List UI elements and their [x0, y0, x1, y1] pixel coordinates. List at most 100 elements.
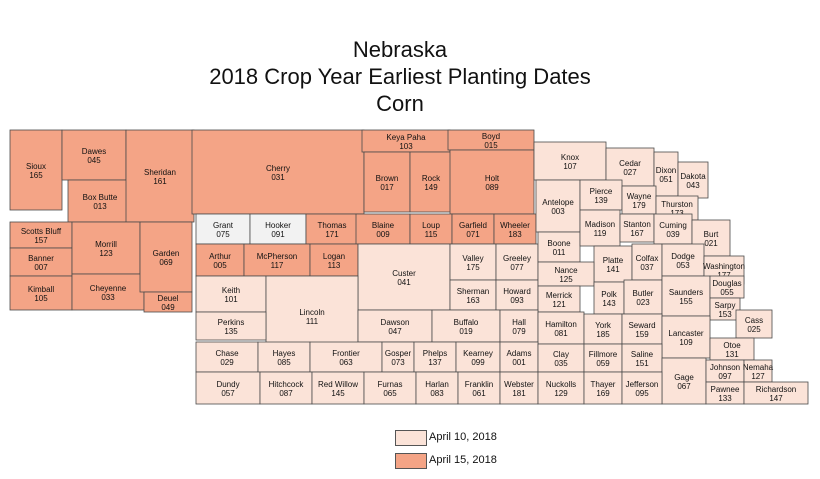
- legend-swatch-april-10: [395, 430, 427, 446]
- county-shape-colfax: [631, 243, 663, 281]
- county-name: Brown: [376, 174, 399, 183]
- county-code: 041: [397, 278, 411, 287]
- county-name: Scotts Bluff: [21, 227, 62, 236]
- county-name: Boyd: [482, 132, 500, 141]
- county-name: Cherry: [266, 164, 290, 173]
- county-name: Chase: [215, 349, 239, 358]
- county-code: 033: [101, 293, 115, 302]
- county-code: 135: [224, 327, 238, 336]
- county-name: Sarpy: [715, 301, 736, 310]
- county-code: 167: [630, 229, 644, 238]
- county-shape-red-willow: [311, 371, 365, 405]
- county-name: Antelope: [542, 198, 574, 207]
- county-name: Box Butte: [83, 193, 118, 202]
- county-code: 017: [380, 183, 394, 192]
- county-code: 183: [508, 230, 522, 239]
- county-shape-clay: [537, 343, 585, 373]
- county-name: Platte: [603, 256, 624, 265]
- county-name: Buffalo: [454, 318, 479, 327]
- county-code: 173: [670, 209, 684, 218]
- county-name: Cheyenne: [90, 284, 127, 293]
- county-code: 009: [376, 230, 390, 239]
- county-code: 141: [606, 265, 620, 274]
- county-name: Seward: [628, 321, 655, 330]
- county-shape-lancaster: [661, 315, 711, 359]
- county-name: Grant: [213, 221, 234, 230]
- county-shape-perkins: [195, 311, 267, 341]
- county-name: Phelps: [423, 349, 447, 358]
- county-name: Thomas: [318, 221, 347, 230]
- county-code: 133: [718, 394, 732, 403]
- county-code: 119: [594, 229, 607, 238]
- county-code: 131: [725, 350, 739, 359]
- county-name: Dixon: [656, 166, 676, 175]
- county-shape-chase: [195, 341, 259, 373]
- county-name: York: [595, 321, 612, 330]
- county-code: 159: [635, 330, 649, 339]
- county-name: Wayne: [627, 192, 652, 201]
- county-name: Adams: [507, 349, 532, 358]
- county-code: 063: [339, 358, 353, 367]
- county-code: 097: [718, 372, 732, 381]
- title-crop: Corn: [376, 91, 424, 116]
- county-shape-cass: [735, 309, 773, 339]
- county-name: Cass: [745, 316, 763, 325]
- county-name: Colfax: [636, 254, 659, 263]
- county-code: 019: [459, 327, 473, 336]
- county-code: 007: [34, 263, 48, 272]
- county-code: 011: [553, 248, 566, 257]
- county-code: 137: [428, 358, 442, 367]
- county-name: Thurston: [661, 200, 693, 209]
- county-code: 051: [659, 175, 673, 184]
- county-code: 077: [510, 263, 524, 272]
- county-code: 049: [161, 303, 175, 312]
- county-name: Banner: [28, 254, 54, 263]
- county-name: Cedar: [619, 159, 641, 168]
- county-shape-kearney: [455, 341, 501, 373]
- county-code: 103: [399, 142, 413, 151]
- county-name: Loup: [422, 221, 440, 230]
- county-name: Valley: [462, 254, 483, 263]
- title-subject: 2018 Crop Year Earliest Planting Dates: [209, 64, 591, 89]
- county-name: Nance: [554, 266, 578, 275]
- legend-label-april-10: April 10, 2018: [429, 431, 497, 443]
- county-code: 039: [666, 230, 680, 239]
- county-name: Lincoln: [299, 308, 324, 317]
- county-shape-york: [583, 313, 623, 345]
- county-code: 031: [271, 173, 285, 182]
- county-code: 091: [271, 230, 285, 239]
- county-name: Saline: [631, 350, 654, 359]
- county-code: 169: [596, 389, 610, 398]
- county-code: 157: [34, 236, 48, 245]
- county-code: 071: [466, 230, 480, 239]
- county-code: 093: [510, 296, 524, 305]
- county-code: 013: [93, 202, 107, 211]
- county-name: Gage: [674, 373, 694, 382]
- county-shape-rock: [409, 151, 453, 213]
- county-name: Otoe: [723, 341, 741, 350]
